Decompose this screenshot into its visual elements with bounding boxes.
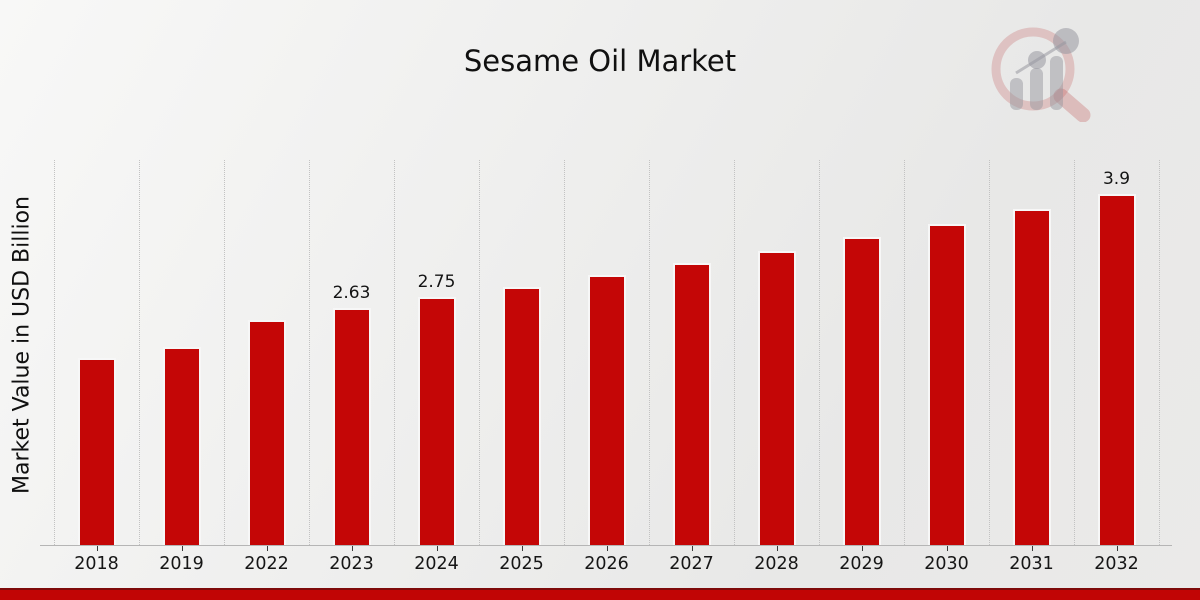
x-axis-label-2032: 2032 [1094, 554, 1139, 574]
x-axis-tick [351, 546, 353, 551]
gridline [394, 160, 395, 545]
gridline [649, 160, 650, 545]
bar-2024 [417, 297, 456, 545]
bar-cell [819, 155, 904, 545]
x-axis-label-2026: 2026 [584, 554, 629, 574]
bar-2028 [757, 251, 796, 545]
gridline [479, 160, 480, 545]
x-axis-label-2031: 2031 [1009, 554, 1054, 574]
x-axis-label-2024: 2024 [414, 554, 459, 574]
x-axis-tick [691, 546, 693, 551]
bar-cell [139, 155, 224, 545]
gridline [1159, 160, 1160, 545]
gridline [734, 160, 735, 545]
bar-cell [989, 155, 1074, 545]
bar-2029 [842, 237, 881, 545]
bar-2031 [1012, 209, 1051, 545]
bar-cell [904, 155, 989, 545]
magnifier-bars-icon [991, 27, 1091, 123]
bottom-accent-stripe [0, 588, 1200, 600]
bar-value-label: 3.9 [1102, 169, 1131, 189]
bar-cell [649, 155, 734, 545]
x-axis-tick [436, 546, 438, 551]
market-research-magnifier-logo [982, 20, 1097, 123]
bar-cell: 2.75 [394, 155, 479, 545]
gridline [224, 160, 225, 545]
x-axis-tick [776, 546, 778, 551]
bar-2019 [162, 347, 201, 545]
bar-cell [479, 155, 564, 545]
chart-title: Sesame Oil Market [463, 44, 737, 78]
bar-2026 [587, 275, 626, 545]
x-axis-tick [96, 546, 98, 551]
gridline [819, 160, 820, 545]
bar-2023 [332, 308, 371, 545]
gridline [139, 160, 140, 545]
bar-2030 [927, 224, 966, 545]
gridline [309, 160, 310, 545]
x-axis-tick [181, 546, 183, 551]
bar-cell [54, 155, 139, 545]
y-axis-label: Market Value in USD Billion [9, 195, 35, 495]
x-axis-tick [606, 546, 608, 551]
bar-cell [564, 155, 649, 545]
x-axis-tick [521, 546, 523, 551]
gridline [564, 160, 565, 545]
bar-2032 [1097, 194, 1136, 545]
x-axis-label-2018: 2018 [74, 554, 119, 574]
bar-2027 [672, 263, 711, 545]
gridline [904, 160, 905, 545]
gridline [989, 160, 990, 545]
x-axis-tick [1031, 546, 1033, 551]
gridline [1074, 160, 1075, 545]
x-axis-label-2022: 2022 [244, 554, 289, 574]
x-axis-tick [861, 546, 863, 551]
x-axis-tick [266, 546, 268, 551]
x-axis-tick [946, 546, 948, 551]
bar-cell: 3.9 [1074, 155, 1159, 545]
x-axis-label-2027: 2027 [669, 554, 714, 574]
x-axis-label-2023: 2023 [329, 554, 374, 574]
bar-value-label: 2.75 [417, 272, 456, 292]
x-axis-tick [1116, 546, 1118, 551]
bar-2022 [247, 320, 286, 545]
bar-value-label: 2.63 [332, 283, 371, 303]
x-axis-label-2030: 2030 [924, 554, 969, 574]
gridline [54, 160, 55, 545]
bar-cell: 2.63 [309, 155, 394, 545]
x-axis-label-2025: 2025 [499, 554, 544, 574]
plot-area: 2.63 2.75 3.9 [54, 155, 1160, 545]
bar-cell [224, 155, 309, 545]
x-axis-line [40, 545, 1172, 546]
x-axis-label-2028: 2028 [754, 554, 799, 574]
bar-2018 [77, 358, 116, 545]
x-axis-label-2019: 2019 [159, 554, 204, 574]
x-axis-label-2029: 2029 [839, 554, 884, 574]
bar-2025 [502, 287, 541, 545]
bar-cell [734, 155, 819, 545]
